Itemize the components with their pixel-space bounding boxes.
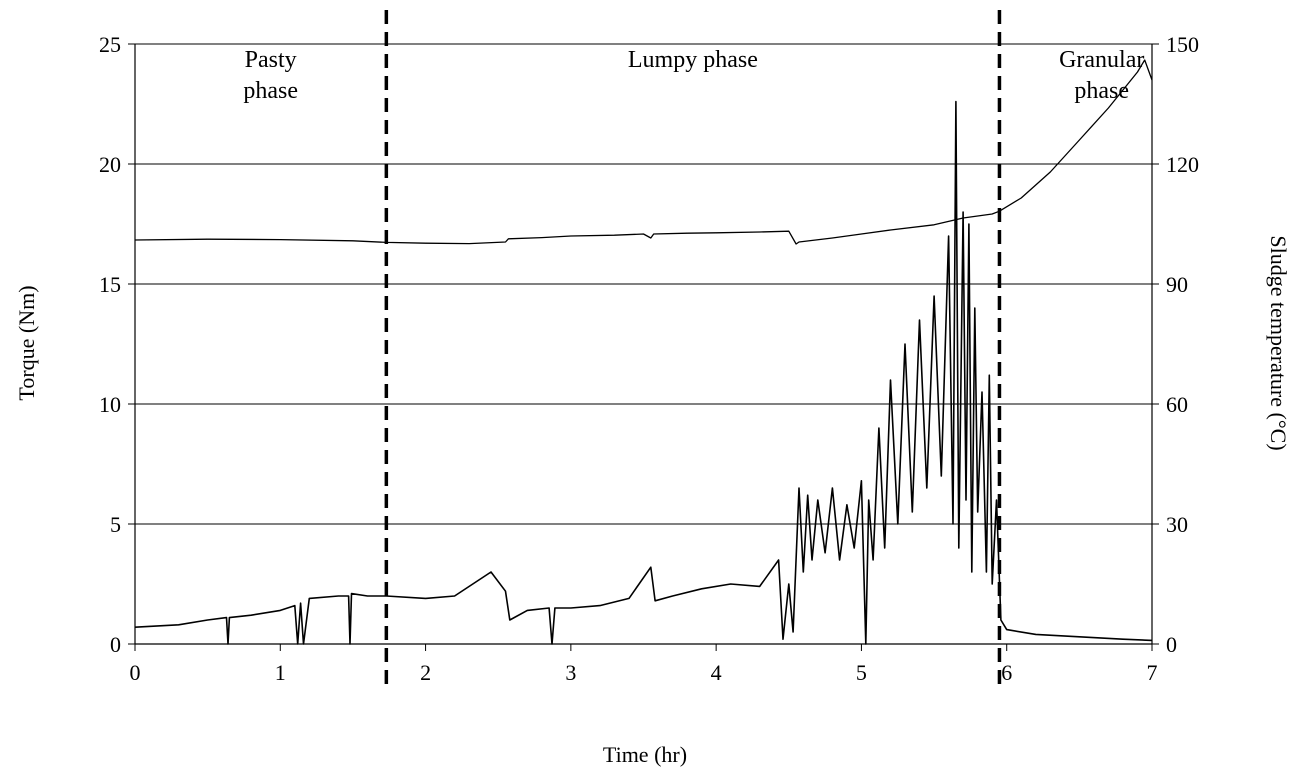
x-tick-label: 4 [711, 660, 722, 685]
y-tick-label: 15 [99, 272, 121, 297]
x-tick-label: 6 [1001, 660, 1012, 685]
y2-tick-label: 0 [1166, 632, 1177, 657]
temperature-line [134, 59, 1153, 245]
x-tick-label: 3 [565, 660, 576, 685]
phase-label: Pasty phase [243, 47, 298, 104]
phase-label: Lumpy phase [628, 47, 758, 73]
x-tick-label: 2 [420, 660, 431, 685]
torque-line [134, 100, 1153, 645]
x-tick-label: 0 [130, 660, 141, 685]
x-axis-label: Time (hr) [603, 742, 687, 767]
x-tick-label: 1 [275, 660, 286, 685]
y-tick-label: 25 [99, 32, 121, 57]
y2-tick-label: 150 [1166, 32, 1199, 57]
x-tick-label: 7 [1147, 660, 1158, 685]
y-axis-label: Torque (Nm) [14, 285, 39, 400]
y2-axis-label: Sludge temperature (°C) [1266, 235, 1291, 450]
y-tick-label: 5 [110, 512, 121, 537]
y2-tick-label: 120 [1166, 152, 1199, 177]
x-tick-label: 5 [856, 660, 867, 685]
y2-tick-label: 60 [1166, 392, 1188, 417]
phase-label: Granular phase [1059, 47, 1144, 104]
y-tick-label: 20 [99, 152, 121, 177]
y2-tick-label: 30 [1166, 512, 1188, 537]
y-tick-label: 10 [99, 392, 121, 417]
y-tick-label: 0 [110, 632, 121, 657]
y2-tick-label: 90 [1166, 272, 1188, 297]
